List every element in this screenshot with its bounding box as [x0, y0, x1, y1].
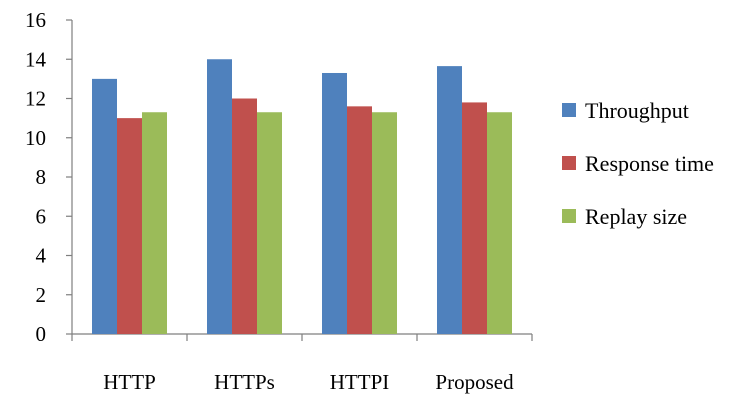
bar-response-time-httpi	[347, 106, 372, 334]
y-tick-label: 2	[36, 283, 47, 307]
x-axis: HTTP HTTPs HTTPI Proposed	[71, 333, 533, 394]
y-tick-label: 6	[36, 204, 47, 228]
legend-item-throughput: Throughput	[562, 98, 689, 123]
x-tick-label: HTTPs	[214, 370, 275, 394]
bar-replay-size-httpi	[372, 112, 397, 334]
legend-label: Replay size	[585, 204, 687, 229]
legend-swatch	[562, 156, 576, 170]
bar-response-time-proposed	[462, 102, 487, 334]
y-tick-label: 8	[36, 165, 47, 189]
x-tick-label: Proposed	[435, 370, 514, 394]
legend-item-response-time: Response time	[562, 151, 714, 176]
bar-replay-size-https	[257, 112, 282, 334]
legend: Throughput Response time Replay size	[562, 98, 714, 229]
y-tick-label: 4	[36, 244, 47, 268]
legend-label: Throughput	[585, 98, 689, 123]
legend-item-replay-size: Replay size	[562, 204, 687, 229]
bar-replay-size-proposed	[487, 112, 512, 334]
y-tick-label: 10	[25, 126, 46, 150]
bar-replay-size-http	[142, 112, 167, 334]
y-tick-label: 0	[36, 322, 47, 346]
x-tick-label: HTTP	[103, 370, 156, 394]
y-tick-label: 16	[25, 8, 46, 32]
bar-response-time-https	[232, 98, 257, 334]
legend-label: Response time	[585, 151, 714, 176]
bar-throughput-http	[92, 78, 117, 334]
x-tick-label: HTTPI	[330, 370, 390, 394]
bar-throughput-proposed	[437, 66, 462, 335]
bar-throughput-https	[207, 59, 232, 334]
y-axis: 0 2 4 6 8 10 12 14 16	[25, 8, 73, 346]
y-tick-label: 14	[25, 47, 47, 71]
legend-swatch	[562, 209, 576, 223]
legend-swatch	[562, 103, 576, 117]
y-tick-label: 12	[25, 87, 46, 111]
bars-group	[92, 59, 512, 335]
bar-response-time-http	[117, 118, 142, 334]
bar-throughput-httpi	[322, 72, 347, 335]
